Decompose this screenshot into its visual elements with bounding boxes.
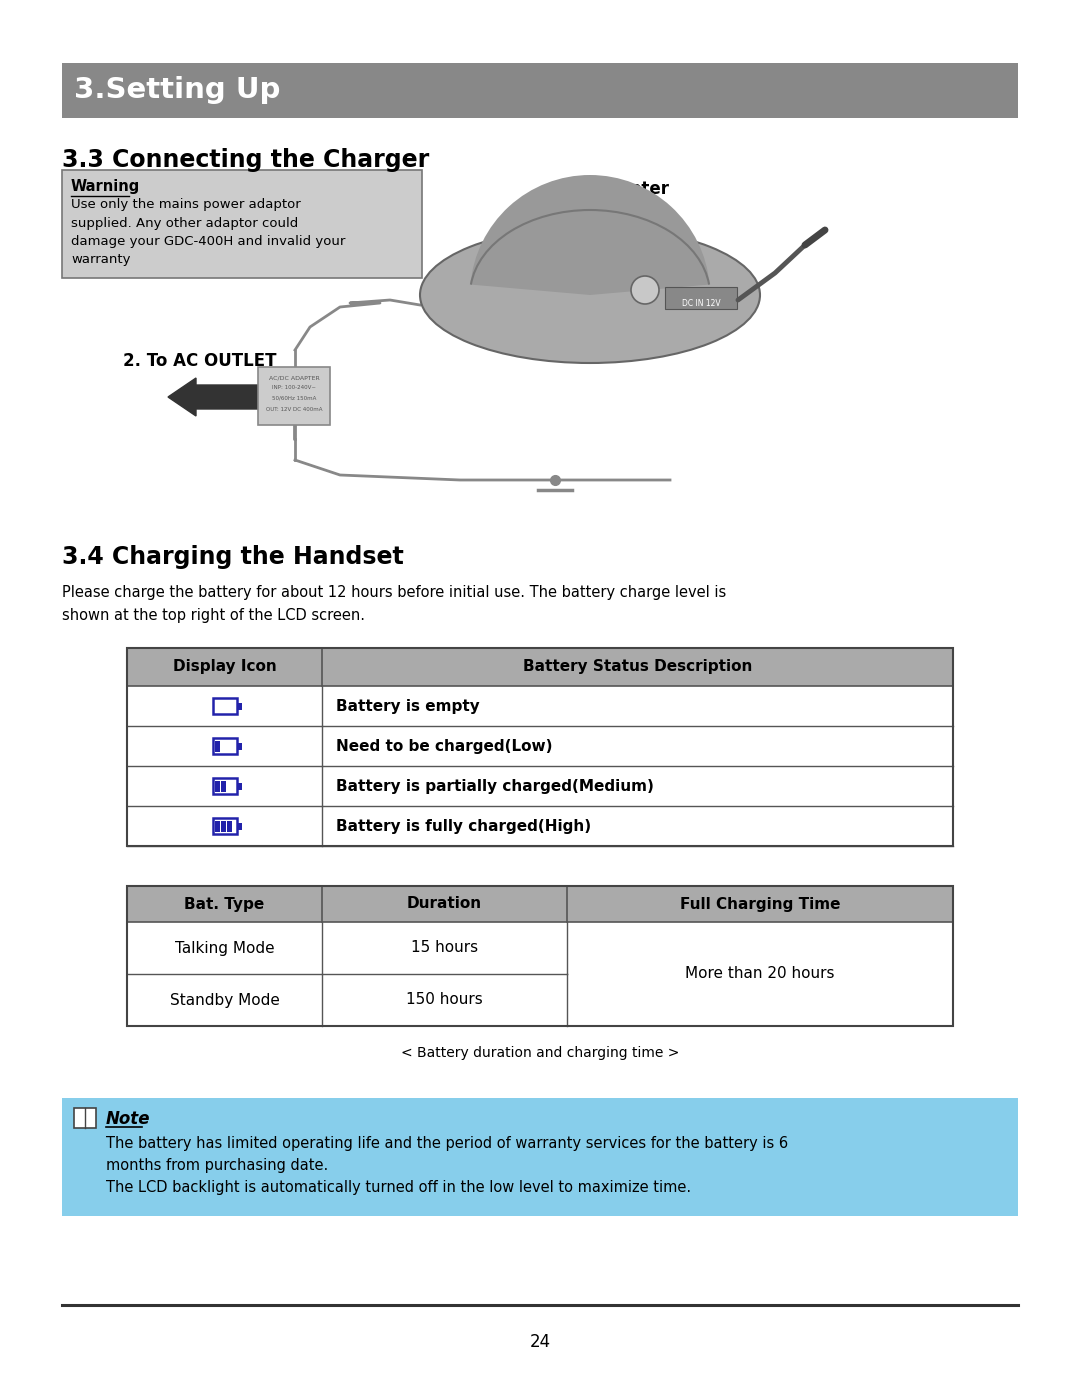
- Text: Bat. Type: Bat. Type: [185, 897, 265, 911]
- Text: 50/60Hz 150mA: 50/60Hz 150mA: [272, 395, 316, 401]
- Bar: [237, 823, 242, 830]
- Bar: [127, 886, 953, 1025]
- Text: Full Charging Time: Full Charging Time: [679, 897, 840, 911]
- Text: Talking Mode: Talking Mode: [175, 940, 274, 956]
- Text: 3.4 Charging the Handset: 3.4 Charging the Handset: [62, 545, 404, 569]
- Text: AC/DC ADAPTER: AC/DC ADAPTER: [269, 374, 320, 380]
- Bar: [213, 778, 237, 793]
- Bar: [213, 698, 237, 714]
- Bar: [213, 819, 237, 834]
- Bar: [237, 782, 242, 789]
- Circle shape: [631, 277, 659, 305]
- Bar: [665, 286, 737, 309]
- Text: 1. Adapter: 1. Adapter: [570, 180, 669, 198]
- Bar: [127, 974, 953, 1025]
- Bar: [127, 686, 953, 726]
- Text: DC IN 12V: DC IN 12V: [681, 299, 720, 307]
- Bar: [237, 703, 242, 710]
- Text: Battery is empty: Battery is empty: [336, 698, 480, 714]
- Text: Battery Status Description: Battery Status Description: [523, 659, 752, 675]
- Bar: [75, 1108, 96, 1127]
- Bar: [221, 781, 226, 792]
- FancyArrow shape: [168, 379, 258, 416]
- Text: 3.Setting Up: 3.Setting Up: [75, 77, 281, 105]
- Text: More than 20 hours: More than 20 hours: [685, 967, 835, 982]
- Text: OUT: 12V DC 400mA: OUT: 12V DC 400mA: [266, 407, 322, 412]
- Wedge shape: [471, 175, 710, 295]
- Text: Warning: Warning: [71, 179, 140, 194]
- Text: Use only the mains power adaptor
supplied. Any other adaptor could
damage your G: Use only the mains power adaptor supplie…: [71, 198, 346, 267]
- Bar: [258, 367, 330, 425]
- Bar: [215, 820, 219, 831]
- Bar: [127, 648, 953, 847]
- Text: INP: 100-240V~: INP: 100-240V~: [272, 386, 316, 390]
- Bar: [221, 820, 226, 831]
- Text: 24: 24: [529, 1333, 551, 1351]
- Text: 15 hours: 15 hours: [410, 940, 478, 956]
- Text: Battery is partially charged(Medium): Battery is partially charged(Medium): [336, 778, 653, 793]
- Bar: [213, 738, 237, 754]
- Text: 2. To AC OUTLET: 2. To AC OUTLET: [123, 352, 276, 370]
- Text: Note: Note: [106, 1111, 150, 1127]
- Bar: [127, 766, 953, 806]
- Bar: [237, 742, 242, 750]
- Text: 3.3 Connecting the Charger: 3.3 Connecting the Charger: [62, 148, 429, 172]
- Text: Duration: Duration: [407, 897, 482, 911]
- Bar: [127, 922, 953, 974]
- Ellipse shape: [420, 226, 760, 363]
- Text: 150 hours: 150 hours: [406, 992, 483, 1007]
- Text: The battery has limited operating life and the period of warranty services for t: The battery has limited operating life a…: [106, 1136, 788, 1172]
- Bar: [127, 806, 953, 847]
- Text: Battery is fully charged(High): Battery is fully charged(High): [336, 819, 591, 834]
- Bar: [62, 63, 1018, 117]
- Text: The LCD backlight is automatically turned off in the low level to maximize time.: The LCD backlight is automatically turne…: [106, 1180, 691, 1194]
- Bar: [62, 1098, 1018, 1215]
- Bar: [62, 170, 422, 278]
- Bar: [127, 648, 953, 686]
- Text: Need to be charged(Low): Need to be charged(Low): [336, 739, 553, 753]
- Bar: [215, 740, 219, 752]
- Bar: [127, 726, 953, 766]
- Bar: [215, 781, 219, 792]
- Bar: [127, 886, 953, 922]
- Text: Display Icon: Display Icon: [173, 659, 276, 675]
- Text: Standby Mode: Standby Mode: [170, 992, 280, 1007]
- Bar: [227, 820, 231, 831]
- Text: < Battery duration and charging time >: < Battery duration and charging time >: [401, 1046, 679, 1060]
- Text: Please charge the battery for about 12 hours before initial use. The battery cha: Please charge the battery for about 12 h…: [62, 585, 726, 623]
